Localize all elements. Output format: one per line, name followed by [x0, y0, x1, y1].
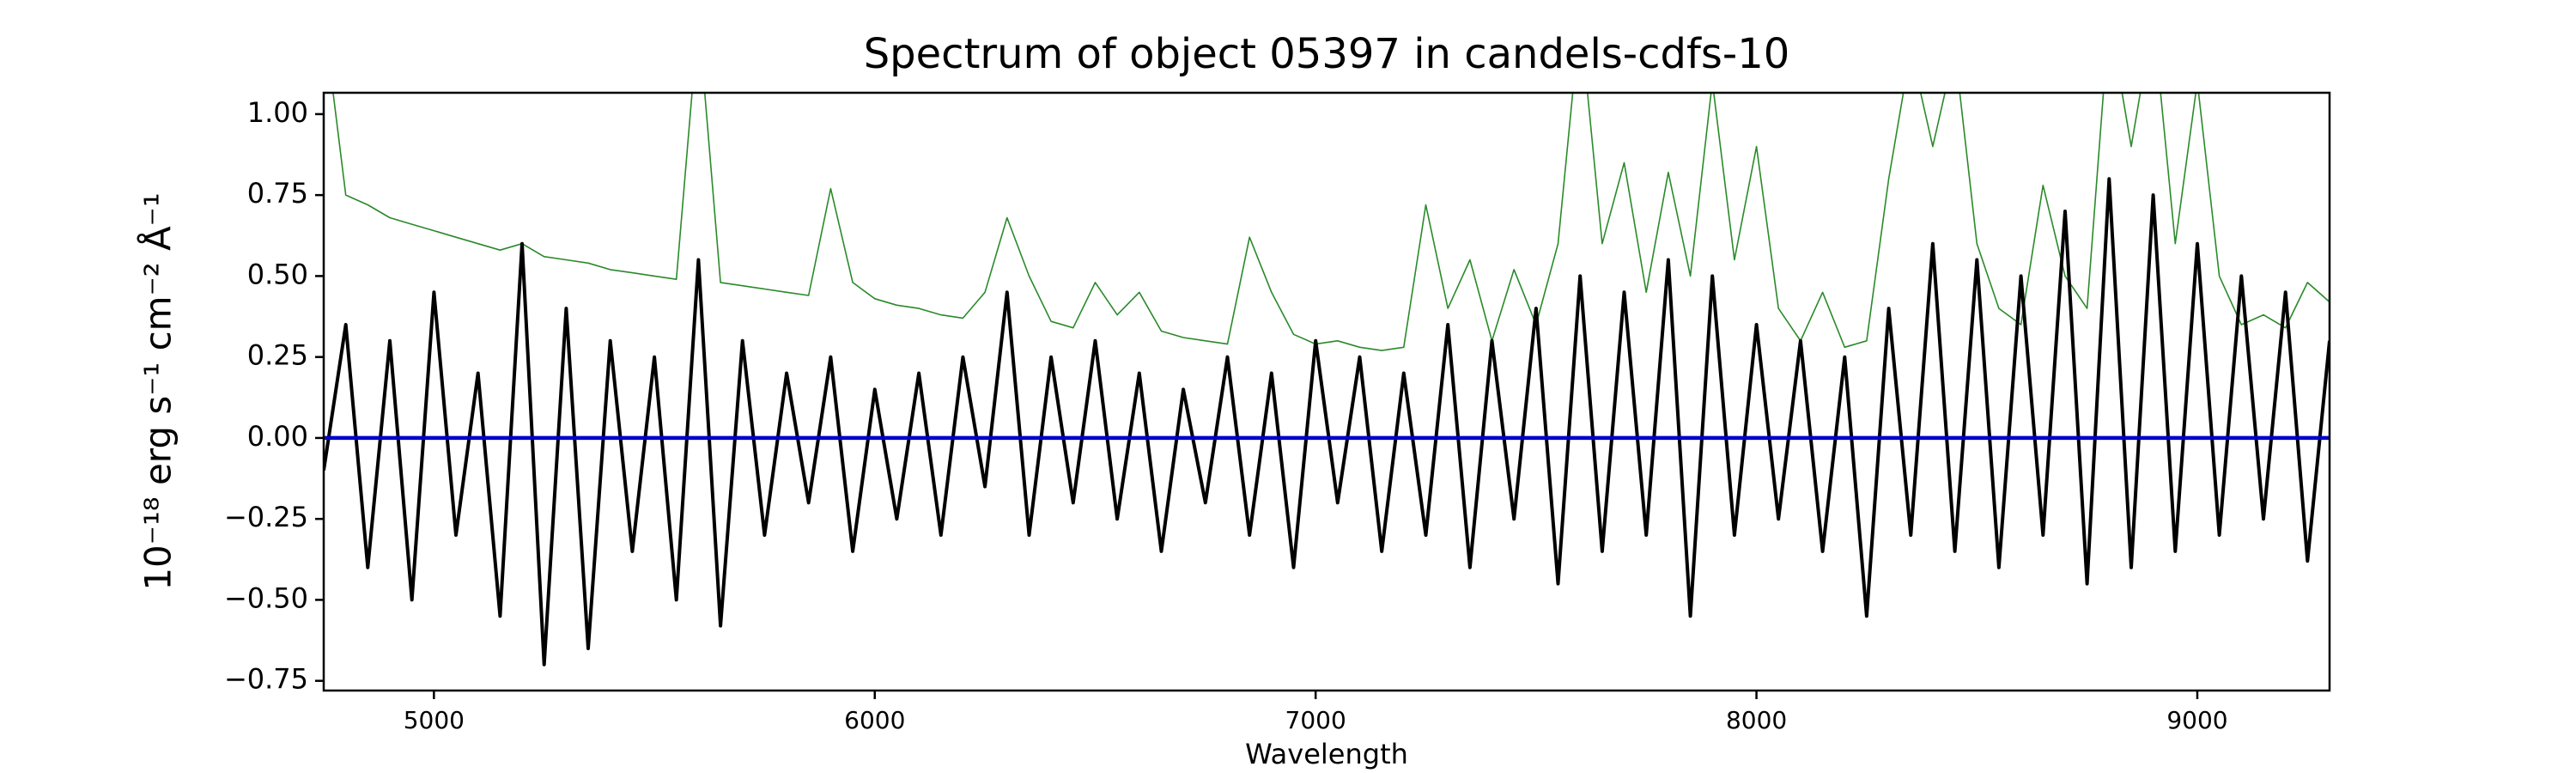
plot-area: [324, 93, 2330, 666]
series-line: [332, 93, 2330, 351]
y-tick-label: −0.25: [224, 501, 308, 533]
chart-title: Spectrum of object 05397 in candels-cdfs…: [864, 30, 1790, 78]
y-tick-label: 0.25: [247, 339, 308, 372]
y-tick-label: 1.00: [247, 96, 308, 129]
y-axis-label: 10⁻¹⁸ erg s⁻¹ cm⁻² Å⁻¹: [137, 192, 179, 590]
x-tick-label: 5000: [404, 706, 465, 734]
y-tick-label: −0.50: [224, 581, 308, 614]
x-tick-label: 9000: [2166, 706, 2227, 734]
x-tick-label: 7000: [1285, 706, 1346, 734]
y-tick-label: 0.00: [247, 420, 308, 453]
y-tick-label: 0.50: [247, 258, 308, 290]
plot-frame: [322, 91, 2331, 692]
y-tick-label: 0.75: [247, 177, 308, 210]
y-tick-label: −0.75: [224, 663, 308, 696]
x-tick-label: 8000: [1726, 706, 1787, 734]
series-line: [324, 177, 2330, 666]
x-axis-label: Wavelength: [1245, 738, 1408, 770]
x-tick-label: 6000: [844, 706, 905, 734]
